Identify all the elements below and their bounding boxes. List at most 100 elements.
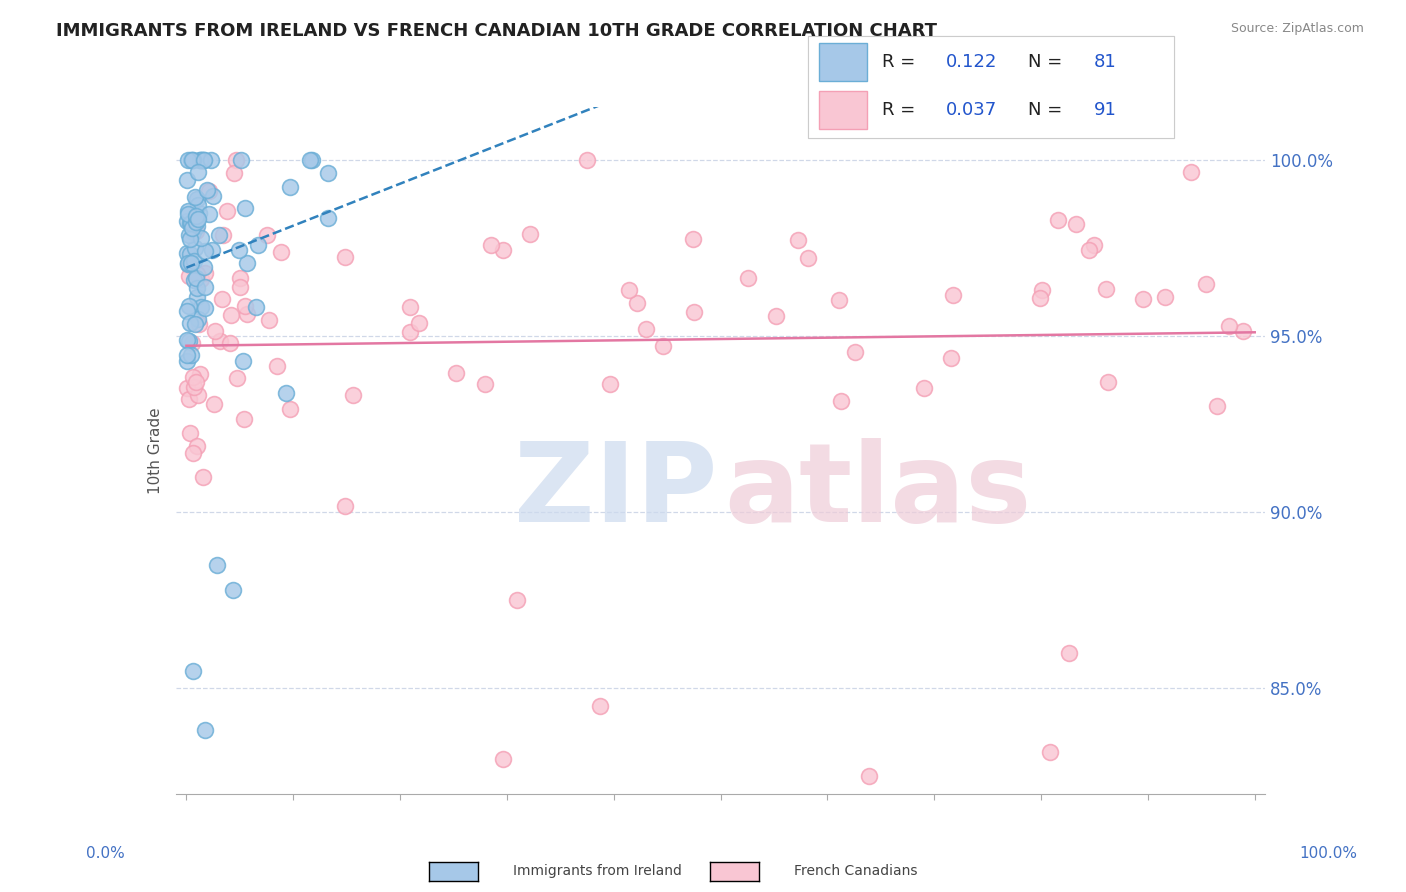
Point [765,309,787,323]
Text: 0.0%: 0.0% [86,847,125,861]
Point [599,377,621,392]
Point [247,238,270,252]
Point [245,301,267,315]
Point [211,292,233,306]
Point [236,307,259,321]
FancyBboxPatch shape [820,91,868,129]
Point [177,207,200,221]
Point [193,153,215,167]
Text: N =: N = [1028,53,1067,70]
Text: 0.122: 0.122 [945,53,997,70]
Point [316,166,339,180]
Point [219,309,242,323]
Point [222,166,245,180]
Point [186,268,208,282]
Point [176,381,198,395]
Point [179,425,201,440]
Point [198,207,221,221]
Point [181,664,204,678]
Point [208,334,231,348]
Point [1195,277,1218,292]
Point [1218,318,1240,333]
Point [211,228,233,243]
Point [1039,745,1062,759]
Point [190,272,212,286]
Point [201,243,224,257]
Point [225,153,247,167]
Point [278,402,301,417]
Point [316,211,339,225]
Point [180,336,202,351]
Point [232,412,254,426]
Point [176,246,198,260]
Point [186,439,208,453]
Point [187,205,209,219]
Point [217,204,239,219]
Text: ZIP: ZIP [515,438,717,545]
Point [225,371,247,385]
Point [298,153,321,167]
Point [1029,291,1052,305]
Point [202,397,225,411]
Point [229,271,252,285]
Point [177,256,200,270]
Point [177,299,200,313]
Point [492,243,515,257]
Point [682,231,704,245]
Point [180,216,202,230]
Point [259,313,281,327]
Point [200,153,222,167]
Point [233,299,256,313]
Point [177,257,200,271]
Point [195,182,218,196]
Point [1083,237,1105,252]
Point [1154,290,1177,304]
Point [229,153,252,167]
Point [506,593,529,607]
Text: R =: R = [882,53,921,70]
Point [184,241,207,255]
Point [1132,292,1154,306]
Point [183,254,205,268]
Point [408,317,430,331]
Point [342,388,364,402]
Point [180,256,202,270]
Point [179,334,201,349]
Point [1097,376,1119,390]
Text: N =: N = [1028,101,1067,119]
Point [183,380,205,394]
Point [481,237,503,252]
Point [202,189,225,203]
Point [193,260,215,274]
Point [844,345,866,359]
Point [858,769,880,783]
Point [188,317,211,331]
Point [186,219,208,233]
Point [737,270,759,285]
Point [280,179,302,194]
Y-axis label: 10th Grade: 10th Grade [148,407,163,494]
Text: French Canadians: French Canadians [794,864,918,879]
Point [190,231,212,245]
Point [941,351,963,366]
Point [474,376,496,391]
Point [1095,282,1118,296]
Text: IMMIGRANTS FROM IRELAND VS FRENCH CANADIAN 10TH GRADE CORRELATION CHART: IMMIGRANTS FROM IRELAND VS FRENCH CANADI… [56,22,938,40]
Point [180,153,202,167]
Point [1206,399,1229,413]
Point [229,280,252,294]
Text: atlas: atlas [724,438,1031,545]
Point [190,300,212,314]
Point [1232,324,1254,338]
Point [1059,646,1081,660]
Text: 100.0%: 100.0% [1299,847,1358,861]
Point [177,392,200,406]
Point [398,325,420,339]
Point [222,582,245,597]
Point [176,354,198,368]
Point [912,381,935,395]
Point [193,153,215,167]
Point [186,290,208,304]
Point [1066,218,1088,232]
Point [219,336,242,351]
